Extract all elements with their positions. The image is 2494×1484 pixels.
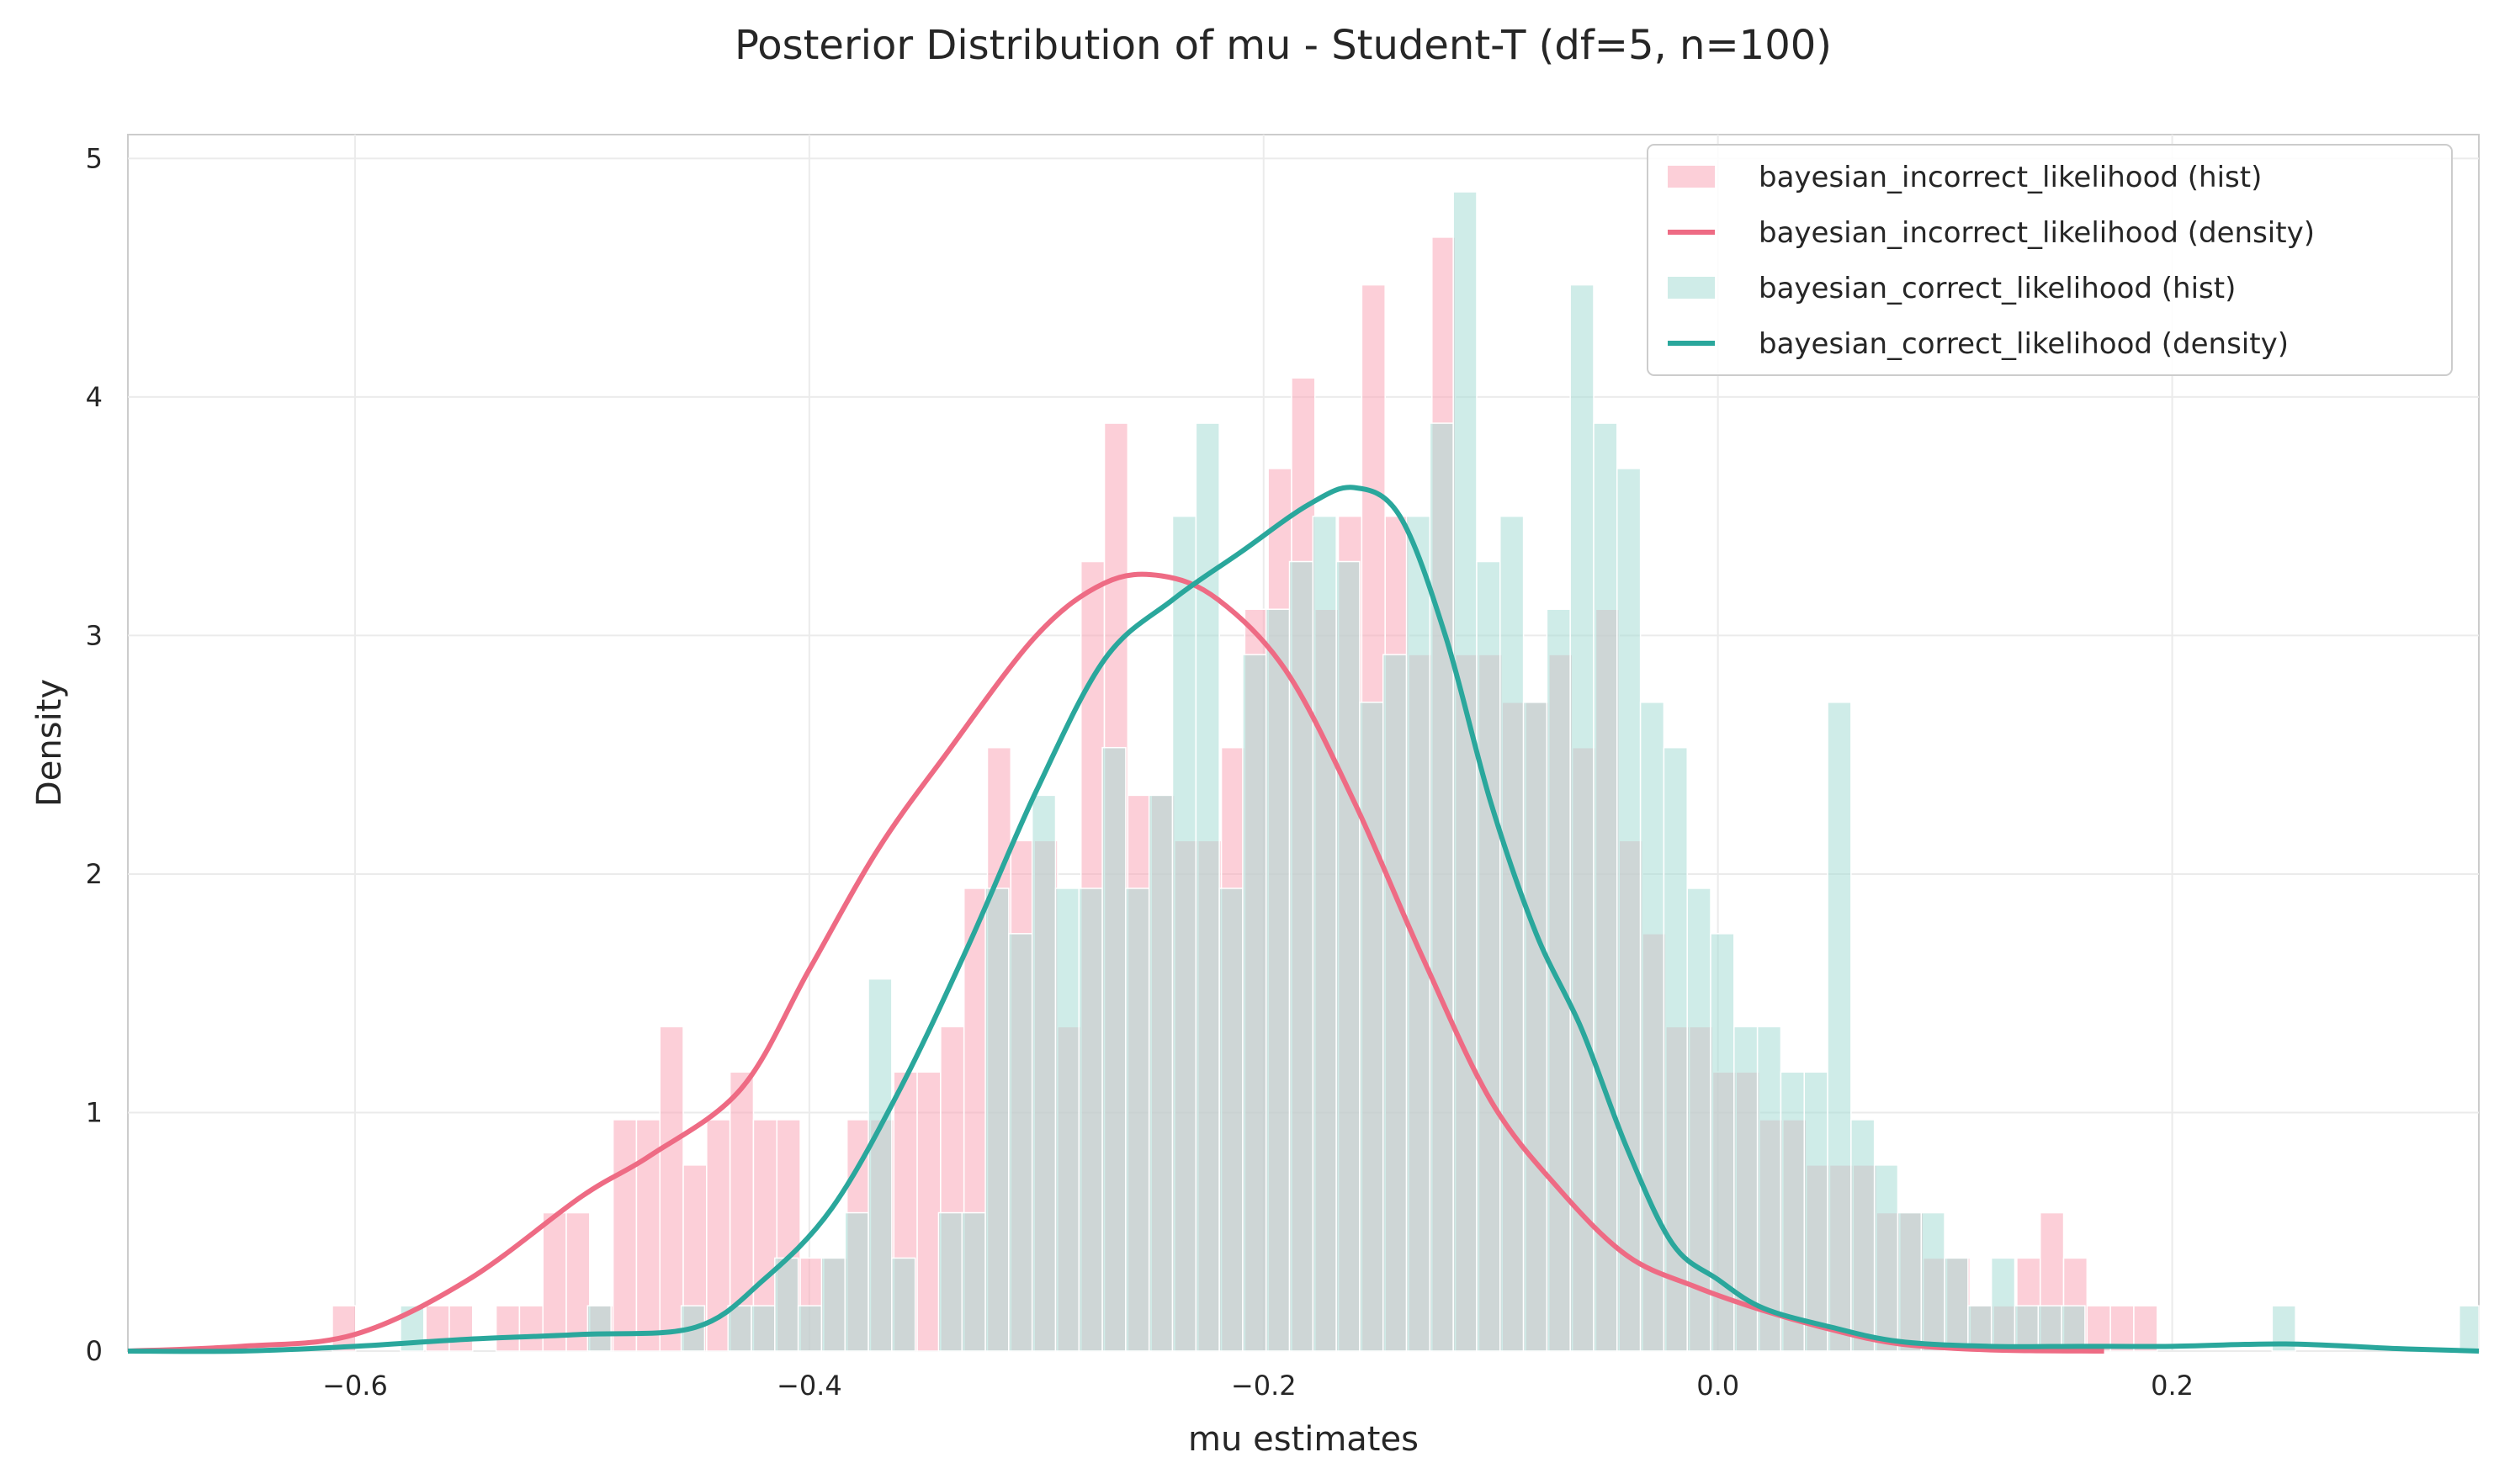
histogram-bar <box>751 1305 776 1352</box>
histogram-bar <box>1452 191 1478 1352</box>
histogram-bar <box>984 888 1010 1352</box>
legend-label-incorrect-hist: bayesian_incorrect_likelihood (hist) <box>1759 161 2262 194</box>
x-tick-label: −0.2 <box>1231 1370 1297 1402</box>
histogram-bar <box>727 1305 752 1352</box>
histogram-bar <box>1171 515 1197 1352</box>
histogram-bar <box>961 1211 986 1352</box>
histogram-bar <box>1593 422 1618 1352</box>
histogram-bar <box>612 1119 638 1352</box>
histogram-bar <box>1663 746 1688 1352</box>
histogram-bar <box>1359 702 1384 1352</box>
y-tick-label: 1 <box>86 1096 103 1128</box>
histogram-bar <box>1218 888 1244 1352</box>
histogram-bar <box>1101 746 1127 1352</box>
histogram-bar <box>1312 515 1337 1352</box>
histogram-bar <box>774 1257 799 1352</box>
histogram-bar <box>1569 284 1595 1352</box>
histogram-bar <box>868 978 893 1352</box>
legend: bayesian_incorrect_likelihood (hist) bay… <box>1647 144 2453 376</box>
histogram-bar <box>1639 702 1665 1352</box>
histogram-bars <box>332 191 2480 1352</box>
x-tick-label: −0.4 <box>777 1370 842 1402</box>
density-line <box>127 485 2480 1354</box>
histogram-bar <box>2109 1305 2135 1352</box>
y-tick-label: 0 <box>86 1335 103 1367</box>
histogram-bar <box>1873 1164 1899 1352</box>
histogram-bar <box>1195 422 1220 1352</box>
histogram-bar <box>2459 1305 2480 1352</box>
histogram-bar <box>797 1305 823 1352</box>
histogram-bar <box>1382 654 1408 1352</box>
histogram-bar <box>1008 933 1033 1352</box>
chart-title: Posterior Distribution of mu - Student-T… <box>735 22 1832 69</box>
histogram-bar <box>1686 888 1711 1352</box>
histogram-bar <box>1920 1211 1945 1352</box>
histogram-bar <box>1265 608 1291 1352</box>
histogram-bar <box>891 1257 916 1352</box>
histogram-bar <box>1476 560 1501 1352</box>
histogram-bar <box>1780 1071 1805 1352</box>
histogram-bar <box>1335 560 1361 1352</box>
histogram-bar <box>1031 794 1057 1352</box>
histogram-bar <box>448 1305 474 1352</box>
histogram-bar <box>820 1257 846 1352</box>
histogram-bar <box>1803 1071 1828 1352</box>
tick-labels: −0.6 −0.4 −0.2 0.0 0.2 0 1 2 3 4 5 <box>86 142 2194 1402</box>
histogram-bar <box>495 1305 521 1352</box>
histogram-bar <box>1522 702 1548 1352</box>
histogram-bar <box>1990 1257 2016 1352</box>
legend-label-correct-density: bayesian_correct_likelihood (density) <box>1759 327 2289 361</box>
x-tick-label: −0.6 <box>322 1370 388 1402</box>
histogram-bar <box>1054 888 1080 1352</box>
legend-swatch-correct-hist <box>1668 277 1715 299</box>
histogram-bar <box>425 1305 450 1352</box>
histogram-bar <box>518 1305 544 1352</box>
y-tick-label: 2 <box>86 858 103 890</box>
density-line <box>127 571 2104 1354</box>
histogram-bar <box>542 1211 567 1352</box>
histogram-bar <box>1944 1257 1969 1352</box>
x-tick-label: 0.0 <box>1696 1370 1739 1402</box>
histogram-bar <box>1616 468 1642 1352</box>
y-tick-label: 5 <box>86 142 103 174</box>
histogram-bar <box>659 1026 684 1352</box>
histogram-bar <box>844 1211 869 1352</box>
x-tick-label: 0.2 <box>2151 1370 2194 1402</box>
histogram-bar <box>2061 1305 2086 1352</box>
histogram-bar <box>2133 1305 2158 1352</box>
histogram-bar <box>1242 654 1267 1352</box>
histogram-bar <box>1499 515 1525 1352</box>
histogram-bar <box>1429 422 1454 1352</box>
histogram-bar <box>1897 1211 1923 1352</box>
density-lines <box>127 485 2480 1354</box>
legend-label-incorrect-density: bayesian_incorrect_likelihood (density) <box>1759 216 2315 250</box>
y-tick-label: 4 <box>86 381 103 413</box>
histogram-bar <box>937 1211 963 1352</box>
histogram-bar <box>1125 888 1150 1352</box>
histogram-bar <box>565 1211 591 1352</box>
histogram-bar <box>1827 702 1852 1352</box>
legend-box <box>1647 144 2453 376</box>
histogram-bar <box>1078 888 1103 1352</box>
legend-swatch-incorrect-hist <box>1668 166 1715 188</box>
histogram-bar <box>332 1305 357 1352</box>
x-axis-label: mu estimates <box>1188 1420 1419 1459</box>
histogram-bar <box>1756 1026 1782 1352</box>
histogram-bar <box>586 1305 612 1352</box>
legend-label-correct-hist: bayesian_correct_likelihood (hist) <box>1759 272 2236 305</box>
histogram-bar <box>1148 794 1174 1352</box>
y-tick-label: 3 <box>86 619 103 651</box>
histogram-bar <box>1850 1119 1876 1352</box>
y-axis-label: Density <box>30 679 69 807</box>
histogram-bar <box>916 1071 942 1352</box>
